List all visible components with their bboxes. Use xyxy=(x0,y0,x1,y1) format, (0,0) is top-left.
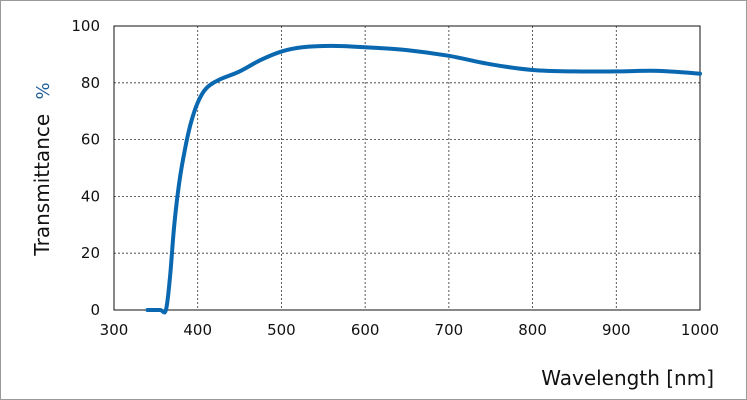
y-tick-label-60: 60 xyxy=(81,131,100,149)
series-line-0 xyxy=(145,43,702,315)
y-tick-label-0: 0 xyxy=(90,301,100,319)
tick-labels: 300 400 500 600 700 800 900 1000 0 20 40 60 80 100 xyxy=(71,17,719,339)
x-tick-label-1000: 1000 xyxy=(681,321,719,339)
y-tick-label-80: 80 xyxy=(81,74,100,92)
y-axis-title: Transmittance % xyxy=(30,82,54,256)
x-tick-label-400: 400 xyxy=(183,321,212,339)
y-tick-label-20: 20 xyxy=(81,244,100,262)
series xyxy=(145,43,702,315)
grid xyxy=(114,26,700,310)
x-tick-label-300: 300 xyxy=(100,321,129,339)
y-tick-label-100: 100 xyxy=(71,17,100,35)
y-tick-label-40: 40 xyxy=(81,187,100,205)
x-axis-title: Wavelength [nm] xyxy=(541,366,714,390)
x-tick-label-900: 900 xyxy=(602,321,631,339)
axes xyxy=(113,25,701,311)
plot-area-border xyxy=(113,25,701,311)
y-axis-label: Transmittance xyxy=(30,114,54,257)
x-tick-label-600: 600 xyxy=(351,321,380,339)
y-axis-unit: % xyxy=(33,82,54,99)
x-tick-label-700: 700 xyxy=(435,321,464,339)
x-tick-label-800: 800 xyxy=(518,321,547,339)
x-tick-label-500: 500 xyxy=(267,321,296,339)
